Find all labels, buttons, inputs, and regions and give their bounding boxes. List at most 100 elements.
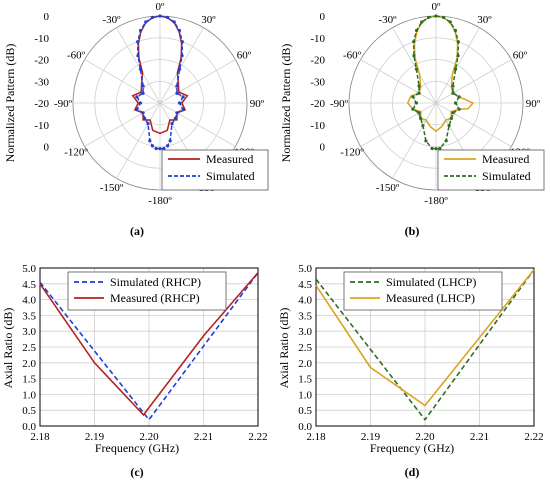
radial-tick-label: -20 [34, 55, 49, 67]
series-point [414, 28, 419, 33]
legend-label: Simulated [206, 169, 255, 183]
series-point [177, 28, 182, 33]
series-point [180, 40, 184, 44]
series-point [453, 67, 458, 71]
series-point [158, 14, 162, 18]
y-tick-label: 3.0 [22, 326, 36, 338]
series-point [170, 122, 174, 126]
series-point [136, 54, 140, 58]
legend-box [67, 271, 227, 311]
series-point [430, 146, 434, 151]
series-point [449, 116, 453, 120]
legend-label: Simulated [482, 169, 531, 183]
series-point [441, 15, 446, 20]
series-point [135, 107, 139, 111]
series-point [141, 111, 145, 115]
radial-tick-label: -10 [34, 33, 49, 45]
grid-spoke [116, 102, 161, 179]
y-tick-label: 3.5 [22, 310, 36, 322]
series-point [138, 67, 143, 71]
plot-frame [315, 267, 535, 427]
grid-spoke [159, 102, 236, 147]
series-point [424, 139, 428, 143]
radial-tick-label: -20 [310, 98, 325, 110]
ylabel-c: Axial Ratio (dB) [1, 308, 15, 389]
radial-tick-label: -10 [34, 120, 49, 132]
series-point [146, 122, 150, 126]
radial-tick-label: 0 [320, 11, 326, 23]
series-point [451, 84, 455, 88]
y-tick-label: 2.0 [22, 358, 36, 370]
grid-spoke [84, 102, 161, 147]
series-line-measured [406, 15, 475, 133]
y-tick-label: 1.0 [22, 389, 36, 401]
series-point [453, 101, 458, 105]
radial-tick-label: -30 [310, 76, 325, 88]
y-tick-label: 4.0 [298, 295, 312, 307]
series-point [457, 95, 461, 99]
series-point [143, 116, 147, 120]
grid-spoke [435, 59, 512, 104]
grid-spoke [392, 27, 437, 104]
series-point [417, 91, 421, 95]
x-tick-label: 2.21 [194, 431, 213, 443]
series-line-measured [39, 272, 259, 417]
angle-label: 60º [237, 50, 252, 62]
y-tick-label: 0.0 [22, 421, 36, 433]
radial-tick-label: 0 [320, 142, 326, 154]
series-line-simulated [39, 272, 259, 422]
series-point [421, 124, 425, 128]
caption-d: (d) [405, 465, 420, 479]
angle-label: 90º [526, 98, 541, 110]
series-point [172, 20, 176, 24]
series-point [438, 146, 442, 151]
y-tick-label: 1.5 [298, 374, 312, 386]
series-point [434, 14, 438, 18]
grid-spoke [435, 27, 480, 104]
series-point [453, 28, 458, 33]
y-tick-label: 5.0 [298, 263, 312, 275]
grid-spoke [116, 27, 161, 104]
y-tick-label: 3.5 [298, 310, 312, 322]
line-chart-d: 0.0 0.5 1.0 1.5 2.0 2.5 3.0 3.5 4.0 4.5 5.0 2.18 2.1… [298, 263, 543, 443]
x-tick-label: 2.18 [30, 431, 50, 443]
xlabel-d: Frequency (GHz) [370, 441, 454, 455]
series-point [141, 91, 145, 95]
series-point [150, 144, 155, 148]
series-point [165, 15, 170, 20]
series-line-measured [315, 269, 535, 407]
series-point [168, 139, 172, 143]
series-point [448, 20, 452, 24]
angle-label: -120º [340, 147, 364, 159]
grid-spoke [84, 59, 161, 104]
legend-box [437, 149, 545, 191]
legend-label: Simulated (RHCP) [110, 275, 201, 289]
y-tick-label: 4.5 [298, 279, 312, 291]
series-point [144, 20, 148, 24]
angle-label: -60º [343, 50, 362, 62]
radial-tick-label: -20 [34, 98, 49, 110]
radial-tick-label: 0 [44, 11, 50, 23]
caption-a: (a) [130, 224, 144, 238]
x-tick-label: 2.19 [361, 431, 381, 443]
series-point [412, 54, 416, 58]
series-point [138, 28, 143, 33]
x-tick-label: 2.20 [139, 431, 159, 443]
series-point [411, 107, 415, 111]
y-tick-label: 4.5 [22, 279, 36, 291]
y-tick-label: 0.0 [298, 421, 312, 433]
series-point [420, 20, 424, 24]
x-tick-label: 2.22 [524, 431, 543, 443]
y-tick-label: 3.0 [298, 326, 312, 338]
series-point [426, 15, 431, 20]
angle-label: -180º [148, 195, 172, 207]
series-point [456, 40, 460, 44]
angle-label: 90º [250, 98, 265, 110]
angle-label: 60º [513, 50, 528, 62]
caption-c: (c) [130, 465, 143, 479]
angle-label: -90º [54, 98, 73, 110]
legend-box [161, 149, 269, 191]
series-point [412, 40, 416, 44]
y-tick-label: 1.0 [298, 389, 312, 401]
